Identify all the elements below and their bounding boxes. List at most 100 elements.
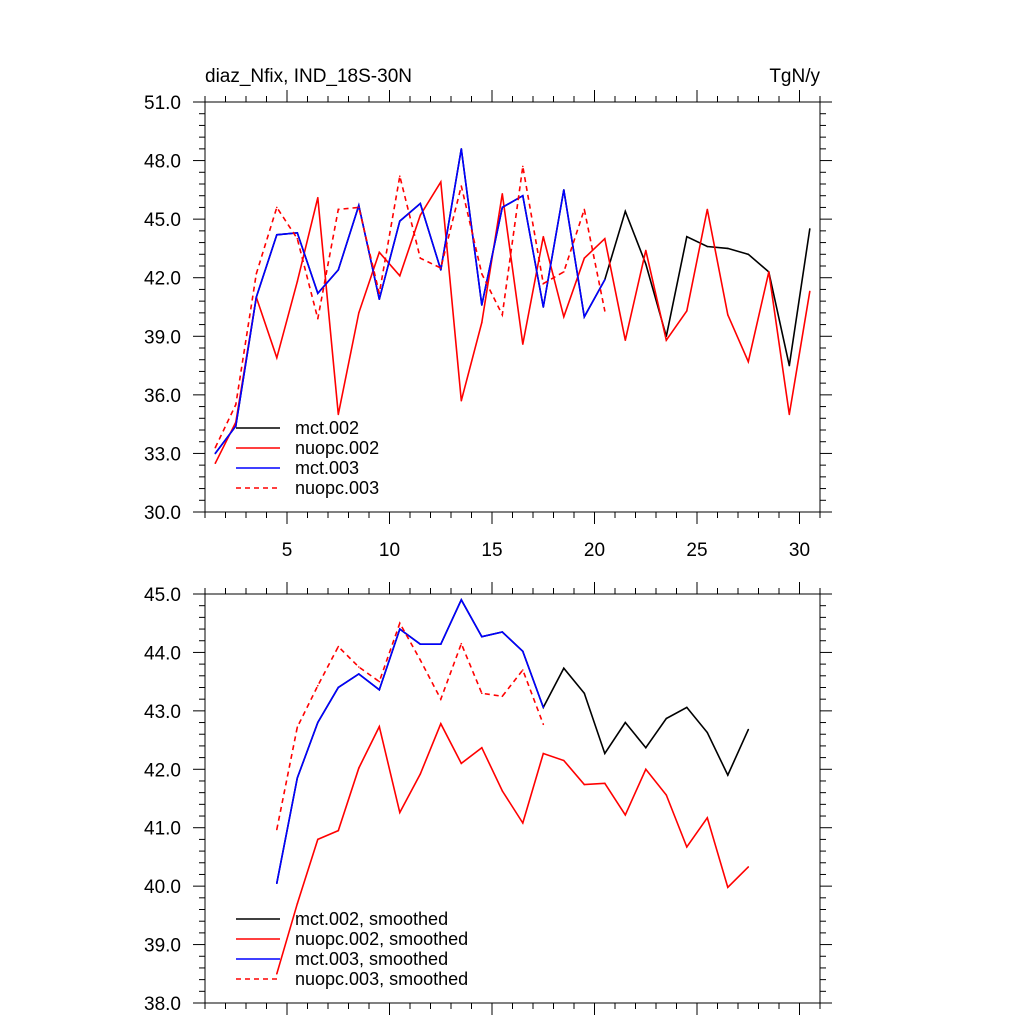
- y-tick-label: 51.0: [144, 93, 181, 114]
- y-tick-label: 36.0: [144, 386, 181, 407]
- data-point: [542, 306, 545, 308]
- y-tick-label: 48.0: [144, 152, 181, 173]
- data-point: [276, 973, 278, 975]
- series-line-nuopc-002: [214, 179, 811, 464]
- y-tick-label: 39.0: [144, 936, 181, 957]
- data-point: [522, 194, 524, 197]
- data-point: [378, 251, 381, 254]
- y-tick-label: 38.0: [144, 994, 181, 1015]
- x-tick-label: 10: [379, 540, 400, 561]
- data-point: [747, 866, 750, 868]
- data-point: [481, 692, 483, 695]
- data-point: [604, 782, 606, 785]
- data-point: [440, 698, 442, 700]
- data-point: [317, 317, 319, 320]
- series-line-mct-002: [214, 148, 811, 454]
- data-point: [255, 273, 258, 275]
- data-point: [440, 269, 442, 271]
- data-point: [296, 280, 299, 283]
- data-point: [399, 275, 401, 277]
- data-point: [481, 746, 483, 749]
- data-point: [296, 232, 299, 234]
- data-point: [378, 292, 381, 295]
- data-point: [378, 689, 381, 691]
- data-point: [235, 425, 237, 427]
- data-point: [460, 642, 463, 645]
- series-line-nuopc-003: [214, 166, 606, 448]
- data-point: [296, 726, 299, 728]
- data-point: [809, 290, 811, 293]
- data-point: [727, 247, 729, 250]
- top-panel: 30.0 33.0 36.0 39.0 42.0 45.0 48.0 51.0 5 10 15 20 2…: [144, 66, 832, 561]
- data-point: [501, 206, 504, 209]
- data-point: [645, 249, 647, 252]
- y-tick-label: 45.0: [144, 585, 181, 606]
- data-point: [542, 706, 545, 709]
- data-point: [624, 721, 627, 724]
- data-point: [788, 413, 791, 416]
- data-point: [358, 673, 360, 675]
- data-point: [440, 181, 442, 183]
- data-point: [399, 811, 401, 814]
- data-point: [337, 413, 340, 416]
- data-point: [583, 783, 586, 786]
- y-tick-label: 40.0: [144, 877, 181, 898]
- data-point: [440, 643, 442, 645]
- data-point: [542, 723, 545, 726]
- data-point: [317, 684, 319, 687]
- data-point: [604, 237, 606, 240]
- data-point: [276, 357, 278, 359]
- data-point: [645, 263, 647, 265]
- data-point: [665, 717, 668, 720]
- data-point: [214, 462, 217, 465]
- x-tick-label: 20: [584, 540, 605, 561]
- legend-label: nuopc.002: [295, 438, 379, 458]
- data-point: [419, 773, 422, 775]
- y-tick-label: 43.0: [144, 702, 181, 723]
- data-point: [317, 838, 319, 841]
- data-point: [624, 210, 627, 213]
- data-point: [214, 446, 217, 449]
- data-point: [747, 728, 750, 731]
- legend-label: mct.003: [295, 458, 359, 478]
- legend-label: nuopc.003, smoothed: [295, 969, 468, 989]
- data-point: [563, 667, 565, 669]
- y-tick-label: 44.0: [144, 643, 181, 664]
- data-point: [645, 768, 647, 771]
- data-point: [214, 452, 217, 455]
- data-point: [399, 220, 401, 222]
- data-point: [419, 214, 422, 216]
- data-point: [296, 777, 299, 779]
- data-point: [727, 886, 729, 889]
- data-point: [542, 752, 545, 755]
- data-point: [276, 828, 278, 831]
- y-tick-label: 45.0: [144, 210, 181, 231]
- data-point: [706, 731, 709, 734]
- data-point: [809, 228, 811, 230]
- data-point: [583, 208, 586, 211]
- data-point: [460, 185, 463, 187]
- data-point: [337, 645, 340, 648]
- data-point: [522, 822, 524, 824]
- data-point: [460, 148, 463, 150]
- data-point: [358, 312, 360, 314]
- data-point: [563, 271, 565, 273]
- data-point: [788, 364, 791, 367]
- y-tick-label: 42.0: [144, 269, 181, 290]
- data-point: [563, 759, 565, 762]
- data-point: [317, 196, 319, 199]
- chart-title: diaz_Nfix, IND_18S-30N: [205, 66, 412, 87]
- data-point: [358, 204, 360, 207]
- data-point: [378, 680, 381, 683]
- data-point: [501, 790, 504, 792]
- data-point: [399, 628, 401, 630]
- data-point: [358, 206, 360, 209]
- data-point: [522, 650, 524, 653]
- data-point: [460, 399, 463, 402]
- data-point: [419, 202, 422, 205]
- data-point: [686, 235, 688, 238]
- data-point: [358, 767, 360, 769]
- data-point: [501, 193, 504, 195]
- data-point: [706, 245, 709, 248]
- data-point: [501, 695, 504, 698]
